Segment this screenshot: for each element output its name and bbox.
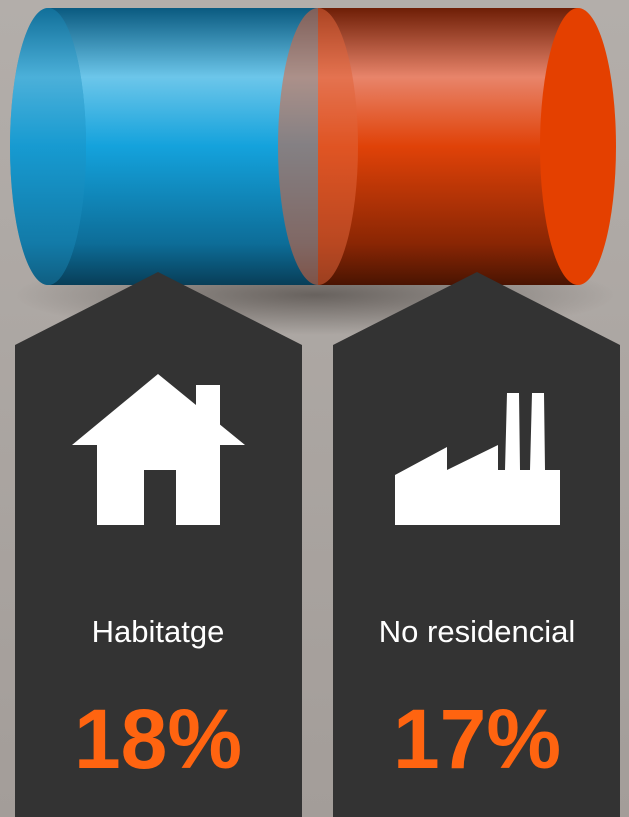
cylinder [10, 8, 616, 285]
cylinder-blue-end-shade [10, 8, 86, 285]
panel-left [15, 272, 302, 817]
panel-label: Habitatge [92, 614, 225, 649]
cylinder-red-start [278, 8, 358, 285]
cylinder-blue [48, 8, 318, 285]
house-icon [72, 374, 245, 525]
cylinder-red [318, 8, 578, 285]
cylinder-red-end [540, 8, 616, 285]
factory-icon [395, 393, 560, 525]
panel-value: 18% [74, 692, 242, 786]
panel-value: 17% [393, 692, 561, 786]
panel-label: No residencial [379, 614, 575, 649]
panel-right [333, 272, 620, 817]
